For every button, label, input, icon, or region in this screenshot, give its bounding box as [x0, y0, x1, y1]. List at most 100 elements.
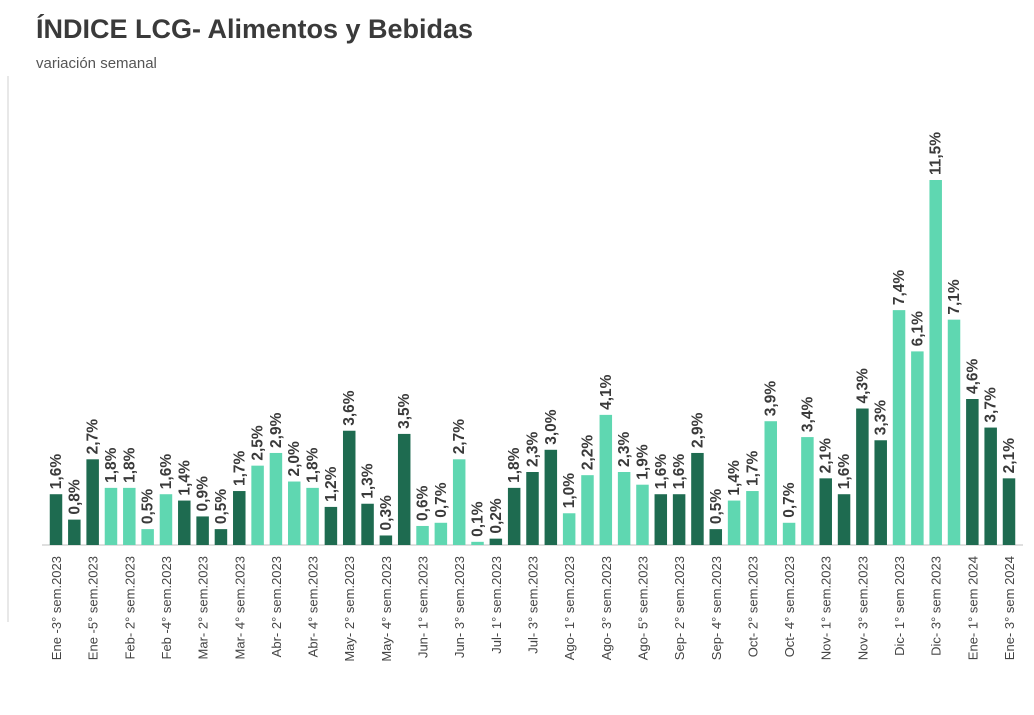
value-label: 2,5% [250, 425, 267, 461]
bar [746, 491, 759, 545]
bar [68, 519, 81, 545]
value-label: 4,3% [854, 368, 871, 404]
x-tick-label: Ago- 1° sem.2023 [562, 556, 577, 660]
x-tick-label: Ago- 5° sem.2023 [635, 556, 650, 660]
x-tick-label: Nov- 1° sem.2023 [819, 556, 834, 660]
x-tick-label: Abr- 2° sem.2023 [269, 556, 284, 657]
bar [691, 452, 704, 545]
bar [581, 475, 594, 545]
x-tick-label: Oct- 2° sem.2023 [745, 556, 760, 657]
bar [672, 494, 686, 545]
value-label: 2,1% [818, 438, 835, 474]
value-label: 1,6% [653, 454, 670, 490]
x-tick-label: Ene -5° sem.2023 [86, 556, 101, 660]
bar [416, 525, 429, 545]
bar [947, 319, 961, 545]
bar [837, 494, 851, 545]
bar [617, 472, 631, 545]
bar [342, 430, 356, 545]
bar [709, 529, 723, 545]
x-tick-label: Jun- 1° sem.2023 [416, 556, 431, 658]
bar [214, 529, 228, 545]
bar [397, 433, 411, 545]
value-label: 4,6% [964, 358, 981, 394]
x-tick-label: Jul- 3° sem.2023 [526, 556, 541, 654]
x-tick-label: May- 4° sem.2023 [379, 556, 394, 662]
value-label: 1,6% [158, 454, 175, 490]
bar [123, 487, 136, 545]
value-label: 3,5% [396, 393, 413, 429]
value-label: 2,1% [1001, 438, 1018, 474]
value-label: 1,6% [836, 454, 853, 490]
bar [86, 459, 99, 545]
bar [764, 421, 777, 545]
x-tick-label: Feb -4° sem.2023 [159, 556, 174, 659]
value-label: 1,6% [48, 454, 65, 490]
x-tick-label: Dic- 3° sem 2023 [929, 556, 944, 656]
value-label: 7,1% [946, 279, 963, 315]
value-label: 1,4% [726, 460, 743, 496]
bar [507, 487, 521, 545]
value-label: 2,3% [525, 431, 542, 467]
value-label: 0,7% [433, 482, 450, 518]
bar [599, 414, 613, 545]
x-tick-label: Feb- 2° sem.2023 [122, 556, 137, 659]
x-tick-label: Ene -3° sem.2023 [49, 556, 64, 660]
bar [379, 535, 393, 545]
value-label: 2,3% [616, 431, 633, 467]
value-label: 1,2% [323, 466, 340, 502]
value-label: 0,5% [140, 489, 157, 525]
x-tick-label: Jul- 1° sem.2023 [489, 556, 504, 654]
x-tick-label: Dic- 1° sem 2023 [892, 556, 907, 656]
value-label: 3,4% [799, 397, 816, 433]
value-label: 1,8% [121, 447, 138, 483]
value-label: 1,6% [671, 454, 688, 490]
bar [434, 522, 448, 545]
bar [178, 500, 191, 545]
bar [489, 538, 503, 545]
value-label: 0,5% [708, 489, 725, 525]
value-label: 3,7% [983, 387, 1000, 423]
value-label: 2,0% [286, 441, 303, 477]
value-label: 3,9% [763, 381, 780, 417]
bar [1002, 478, 1016, 545]
x-tick-label: Ene- 1° sem 2024 [965, 556, 980, 660]
bar [984, 427, 997, 545]
value-label: 0,3% [378, 495, 395, 531]
bar [801, 437, 814, 545]
x-tick-label: Mar- 2° sem.2023 [196, 556, 211, 659]
value-label: 0,7% [781, 482, 798, 518]
value-label: 2,2% [579, 435, 596, 471]
bar [636, 484, 649, 545]
bar [966, 399, 979, 545]
value-label: 4,1% [598, 374, 615, 410]
x-tick-label: Nov- 3° sem.2023 [855, 556, 870, 660]
value-label: 2,9% [268, 412, 285, 448]
bar [196, 516, 209, 545]
value-label: 11,5% [928, 132, 945, 175]
value-label: 6,1% [909, 311, 926, 347]
bar [911, 351, 924, 545]
x-tick-label: Oct- 4° sem.2023 [782, 556, 797, 657]
value-label: 1,8% [305, 447, 322, 483]
bar [892, 310, 906, 545]
x-tick-label: Ene- 3° sem 2024 [1002, 556, 1017, 660]
x-tick-label: May- 2° sem.2023 [342, 556, 357, 662]
value-label: 1,8% [103, 447, 120, 483]
bar [526, 472, 539, 545]
value-label: 0,5% [213, 489, 230, 525]
x-tick-label: Sep- 2° sem.2023 [672, 556, 687, 660]
x-tick-label: Sep- 4° sem.2023 [709, 556, 724, 660]
bar [544, 449, 558, 545]
x-tick-label: Jun- 3° sem.2023 [452, 556, 467, 658]
bar [141, 529, 154, 545]
bar [654, 494, 668, 545]
x-tick-label: Ago- 3° sem.2023 [599, 556, 614, 660]
value-label: 1,7% [744, 450, 761, 486]
bar [782, 522, 796, 545]
value-label: 1,0% [561, 473, 578, 509]
value-label: 3,6% [341, 390, 358, 426]
x-tick-label: Mar- 4° sem.2023 [232, 556, 247, 659]
value-label: 2,7% [85, 419, 102, 455]
value-label: 7,4% [891, 270, 908, 306]
